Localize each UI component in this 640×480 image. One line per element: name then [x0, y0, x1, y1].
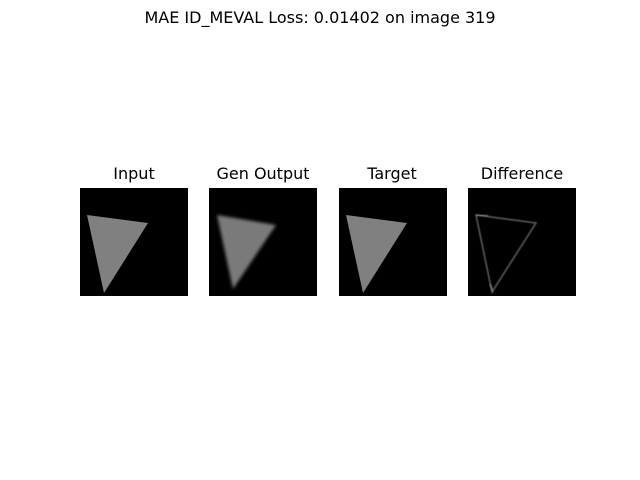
- input-triangle: [87, 215, 148, 293]
- gen-output-triangle-svg: [209, 188, 317, 296]
- gen-output-panel-title: Gen Output: [216, 164, 310, 183]
- target-image: [339, 188, 447, 296]
- input-panel-title: Input: [113, 164, 155, 183]
- difference-outline-svg: [468, 188, 576, 296]
- difference-triangle-outline: [474, 214, 538, 295]
- difference-top-edge-highlight: [475, 214, 489, 217]
- difference-bottom-edge-highlight: [489, 283, 494, 293]
- target-triangle-svg: [339, 188, 447, 296]
- input-image: [80, 188, 188, 296]
- difference-image: [468, 188, 576, 296]
- figure-title: MAE ID_MEVAL Loss: 0.01402 on image 319: [144, 8, 496, 27]
- difference-panel-title: Difference: [480, 164, 564, 183]
- target-panel-title: Target: [367, 164, 417, 183]
- gen-output-image: [209, 188, 317, 296]
- gen-output-triangle: [217, 215, 276, 289]
- input-triangle-svg: [80, 188, 188, 296]
- target-triangle: [346, 215, 407, 293]
